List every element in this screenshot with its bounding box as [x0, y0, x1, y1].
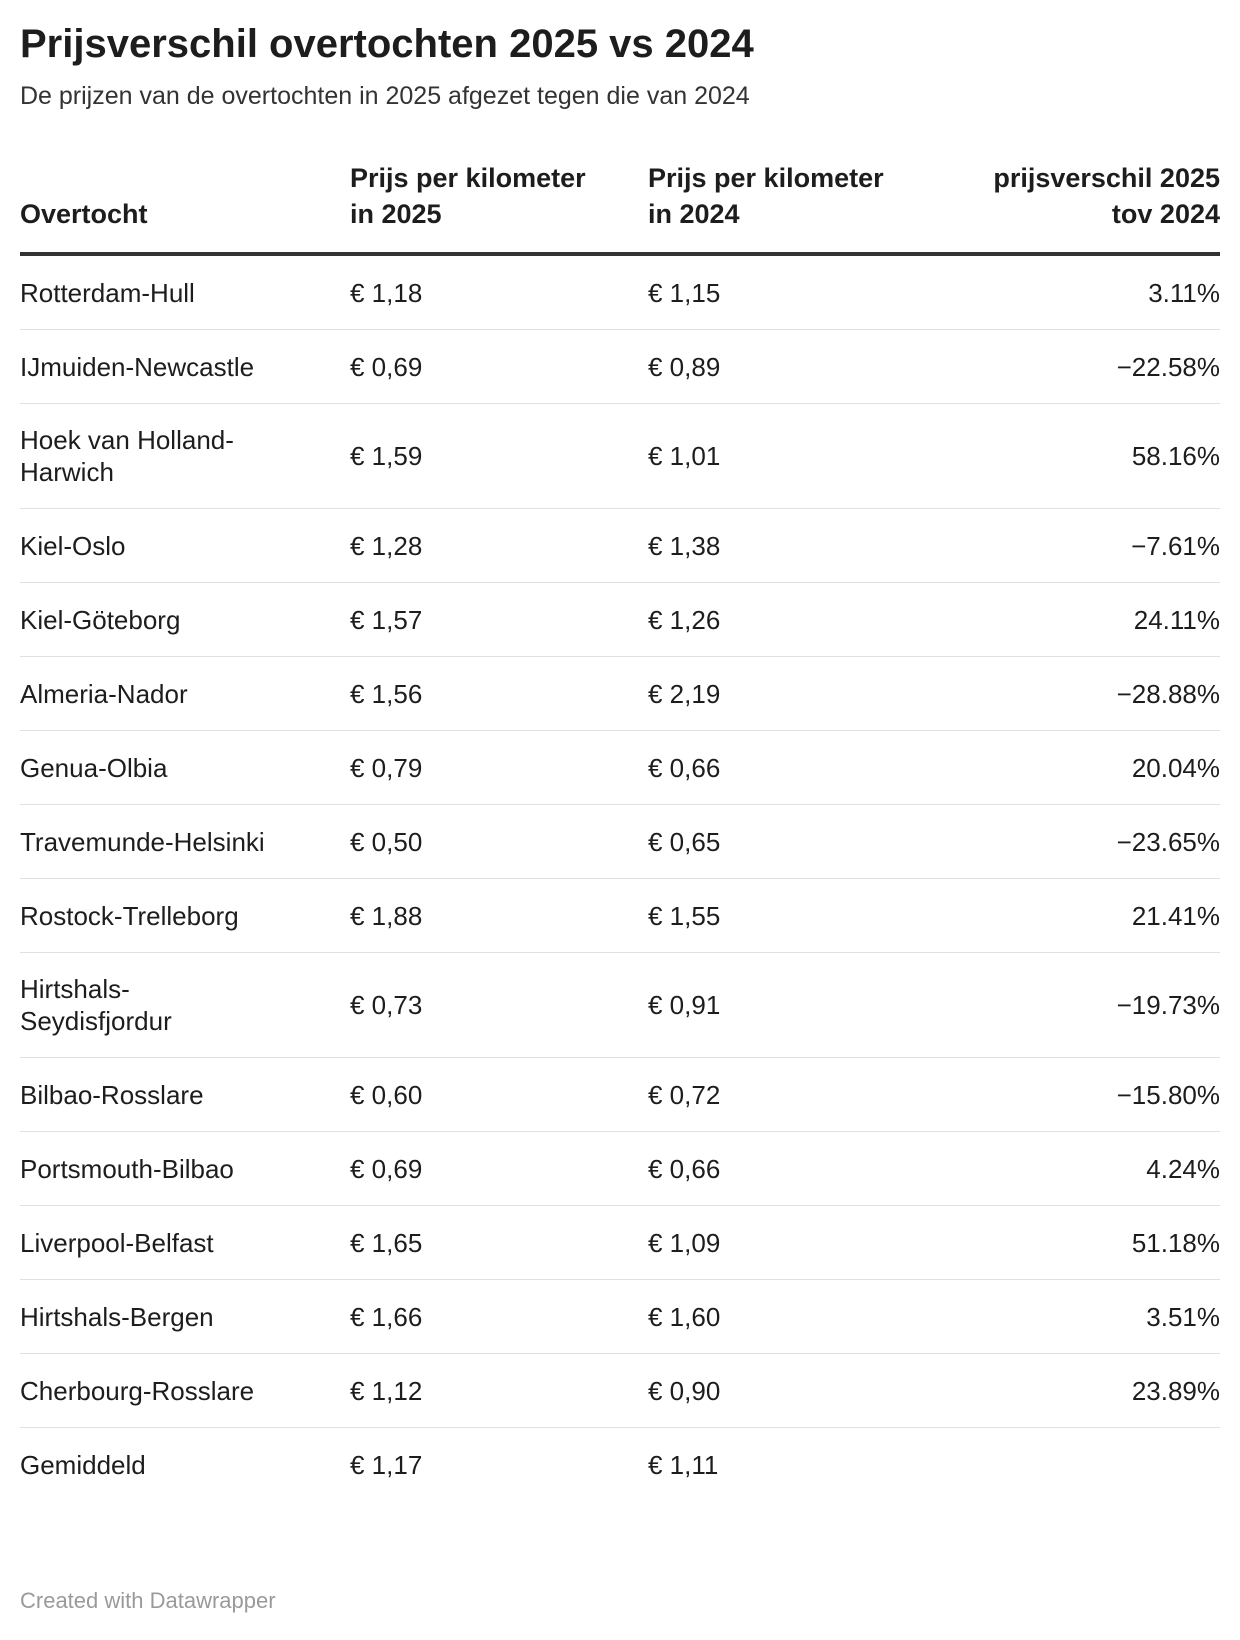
- column-header-price-2024: Prijs per kilometer in 2024: [648, 160, 946, 256]
- table-row: IJmuiden-Newcastle € 0,69 € 0,89 −22.58%: [20, 329, 1220, 404]
- page-subtitle: De prijzen van de overtochten in 2025 af…: [20, 82, 750, 110]
- cell-price-2024: € 1,55: [648, 878, 946, 953]
- cell-price-2024: € 1,38: [648, 508, 946, 583]
- cell-price-2025: € 1,56: [350, 656, 648, 731]
- cell-route: Liverpool-Belfast: [20, 1205, 350, 1280]
- cell-price-2025: € 1,65: [350, 1205, 648, 1280]
- footer-credit: Created with Datawrapper: [20, 1588, 276, 1613]
- cell-route: IJmuiden-Newcastle: [20, 329, 350, 404]
- table-row: Genua-Olbia € 0,79 € 0,66 20.04%: [20, 730, 1220, 805]
- cell-price-2024: € 1,01: [648, 403, 946, 509]
- table-row: Hirtshals-Bergen € 1,66 € 1,60 3.51%: [20, 1279, 1220, 1354]
- cell-difference: 21.41%: [946, 878, 1220, 953]
- cell-price-2024: € 1,60: [648, 1279, 946, 1354]
- cell-route: Kiel-Oslo: [20, 508, 350, 583]
- cell-price-2025: € 1,28: [350, 508, 648, 583]
- table-row: Hirtshals-Seydisfjordur € 0,73 € 0,91 −19.7…: [20, 952, 1220, 1058]
- cell-price-2024: € 1,15: [648, 254, 946, 330]
- cell-price-2024: € 2,19: [648, 656, 946, 731]
- cell-price-2024: € 1,26: [648, 582, 946, 657]
- table-row: Kiel-Göteborg € 1,57 € 1,26 24.11%: [20, 582, 1220, 657]
- cell-route: Gemiddeld: [20, 1449, 146, 1480]
- cell-price-2025: € 1,59: [350, 403, 648, 509]
- cell-price-2024: € 1,09: [648, 1205, 946, 1280]
- table-row: Portsmouth-Bilbao € 0,69 € 0,66 4.24%: [20, 1131, 1220, 1206]
- cell-route: Hirtshals-Seydisfjordur: [20, 952, 350, 1058]
- table-row: Travemunde-Helsinki € 0,50 € 0,65 −23.65%: [20, 804, 1220, 879]
- cell-price-2024: € 0,90: [648, 1353, 946, 1428]
- cell-price-2025: € 0,69: [350, 329, 648, 404]
- table-body: Rotterdam-Hull € 1,18 € 1,15 3.11% IJmuiden-…: [20, 254, 1220, 1501]
- cell-difference: −23.65%: [946, 804, 1220, 879]
- cell-price-2025: € 0,60: [350, 1057, 648, 1132]
- cell-price-2024: € 0,66: [648, 730, 946, 805]
- cell-price-2024: € 0,65: [648, 804, 946, 879]
- table-row: Bilbao-Rosslare € 0,60 € 0,72 −15.80%: [20, 1057, 1220, 1132]
- cell-route: Hoek van Holland-Harwich: [20, 403, 350, 509]
- cell-route: Rotterdam-Hull: [20, 254, 350, 330]
- cell-price-2025: € 1,18: [350, 254, 648, 330]
- cell-route: Bilbao-Rosslare: [20, 1057, 350, 1132]
- table-row: Hoek van Holland-Harwich € 1,59 € 1,01 58.1…: [20, 403, 1220, 509]
- cell-price-2024: € 0,91: [648, 952, 946, 1058]
- table-header-row: Overtocht Prijs per kilometer in 2025 Pr…: [20, 160, 1220, 256]
- cell-price-2025: € 0,79: [350, 730, 648, 805]
- chart-container: Prijsverschil overtochten 2025 vs 2024 D…: [20, 22, 1220, 1613]
- cell-route: Hirtshals-Bergen: [20, 1279, 350, 1354]
- cell-difference: 58.16%: [946, 403, 1220, 509]
- cell-difference: 24.11%: [946, 582, 1220, 657]
- column-header-difference: prijsverschil 2025 tov 2024: [946, 160, 1220, 256]
- cell-difference: 4.24%: [946, 1131, 1220, 1206]
- cell-difference: −19.73%: [946, 952, 1220, 1058]
- cell-route: Cherbourg-Rosslare: [20, 1353, 350, 1428]
- cell-difference: −15.80%: [946, 1057, 1220, 1132]
- cell-price-2025: € 1,57: [350, 582, 648, 657]
- table-row: Cherbourg-Rosslare € 1,12 € 0,90 23.89%: [20, 1353, 1220, 1428]
- cell-route: Genua-Olbia: [20, 730, 350, 805]
- cell-difference: −7.61%: [946, 508, 1220, 583]
- cell-price-2024: € 0,66: [648, 1131, 946, 1206]
- column-header-price-2025: Prijs per kilometer in 2025: [350, 160, 648, 256]
- table-row: Almeria-Nador € 1,56 € 2,19 −28.88%: [20, 656, 1220, 731]
- cell-difference: 3.11%: [946, 254, 1220, 330]
- page-title: Prijsverschil overtochten 2025 vs 2024: [20, 22, 754, 66]
- cell-price-2025: € 1,17: [350, 1449, 423, 1480]
- cell-price-2025: € 0,73: [350, 952, 648, 1058]
- cell-difference: −28.88%: [946, 656, 1220, 731]
- table-row: Rostock-Trelleborg € 1,88 € 1,55 21.41%: [20, 878, 1220, 953]
- cell-price-2025: € 1,88: [350, 878, 648, 953]
- cell-difference: 3.51%: [946, 1279, 1220, 1354]
- cell-difference: 20.04%: [946, 730, 1220, 805]
- cell-price-2025: € 0,69: [350, 1131, 648, 1206]
- cell-price-2025: € 0,50: [350, 804, 648, 879]
- cell-route: Rostock-Trelleborg: [20, 878, 350, 953]
- column-header-route: Overtocht: [20, 160, 350, 256]
- table-row: Liverpool-Belfast € 1,65 € 1,09 51.18%: [20, 1205, 1220, 1280]
- cell-route: Portsmouth-Bilbao: [20, 1131, 350, 1206]
- cell-price-2025: € 1,66: [350, 1279, 648, 1354]
- cell-price-2024: € 0,89: [648, 329, 946, 404]
- cell-difference: 51.18%: [946, 1205, 1220, 1280]
- cell-route: Travemunde-Helsinki: [20, 804, 350, 879]
- cell-price-2024: € 0,72: [648, 1057, 946, 1132]
- table-row: Rotterdam-Hull € 1,18 € 1,15 3.11%: [20, 254, 1220, 330]
- table-row: Kiel-Oslo € 1,28 € 1,38 −7.61%: [20, 508, 1220, 583]
- cell-route: Almeria-Nador: [20, 656, 350, 731]
- cell-difference: [946, 1428, 1220, 1502]
- cell-difference: 23.89%: [946, 1353, 1220, 1428]
- cell-difference: −22.58%: [946, 329, 1220, 404]
- table-row: Gemiddeld € 1,17 € 1,11: [20, 1428, 1220, 1502]
- cell-price-2024: € 1,11: [648, 1449, 719, 1480]
- price-table: Overtocht Prijs per kilometer in 2025 Pr…: [20, 160, 1220, 1501]
- cell-price-2025: € 1,12: [350, 1353, 648, 1428]
- cell-route: Kiel-Göteborg: [20, 582, 350, 657]
